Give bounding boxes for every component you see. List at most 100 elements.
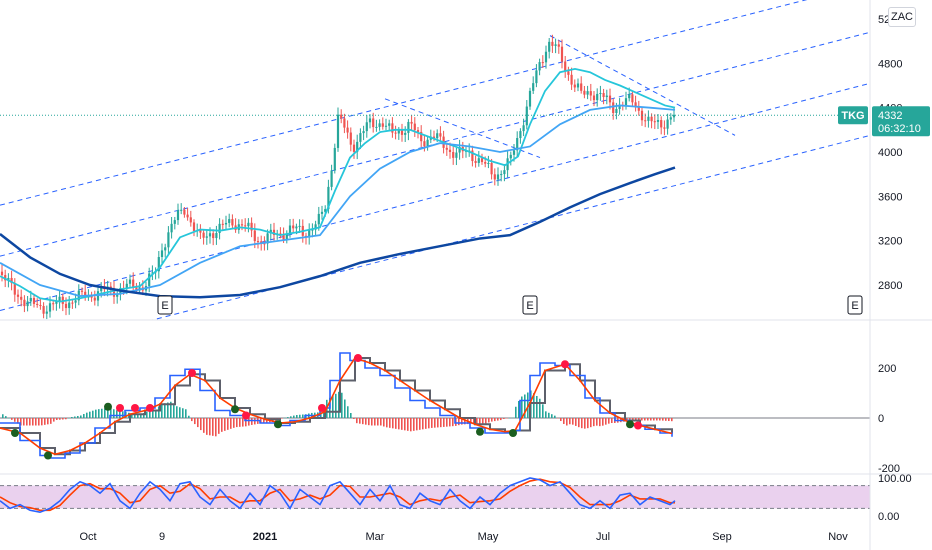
macd-histogram-bar <box>485 418 487 424</box>
macd-histogram-bar <box>386 418 388 428</box>
macd-histogram-bar <box>299 414 301 418</box>
macd-histogram-bar <box>359 418 361 424</box>
macd-histogram-bar <box>356 418 358 424</box>
macd-histogram-bar <box>434 418 436 428</box>
candle-body <box>189 217 192 223</box>
price-tick-label: 52 <box>878 14 890 26</box>
stoch-band-fill <box>0 485 870 509</box>
macd-tick-label: -200 <box>878 463 900 475</box>
macd-histogram-bar <box>32 418 34 426</box>
candle-body <box>423 141 426 147</box>
channel-line-2 <box>0 82 870 311</box>
macd-histogram-bar <box>440 418 442 428</box>
candle-body <box>330 170 333 187</box>
candle-body <box>653 121 656 123</box>
candle-body <box>247 222 250 227</box>
candle-body <box>23 299 26 307</box>
macd-histogram-bar <box>158 406 160 418</box>
stochastic-pane[interactable] <box>0 477 870 514</box>
macd-histogram-bar <box>461 418 463 425</box>
macd-histogram-bar <box>92 410 94 418</box>
macd-histogram-bar <box>404 418 406 431</box>
macd-pane[interactable] <box>0 352 870 460</box>
candle-body <box>298 225 301 227</box>
stoch-tick-label: 0.00 <box>878 511 899 523</box>
macd-histogram-bar <box>515 406 517 418</box>
candle-body <box>519 131 522 139</box>
candle-body <box>253 230 256 242</box>
candle-body <box>477 158 480 163</box>
macd-histogram-bar <box>38 418 40 426</box>
macd-cross-dot-green <box>231 405 239 414</box>
macd-histogram-bar <box>653 418 655 421</box>
macd-histogram-bar <box>8 418 10 419</box>
candle-body <box>359 133 362 142</box>
candle-body <box>202 232 205 238</box>
candle-body <box>484 162 487 164</box>
macd-histogram-bar <box>551 414 553 418</box>
candle-body <box>52 303 55 305</box>
candle-body <box>573 84 576 88</box>
macd-histogram-bar <box>464 418 466 425</box>
candle-body <box>132 279 135 288</box>
macd-histogram-bar <box>221 418 223 432</box>
candle-body <box>320 211 324 214</box>
candle-body <box>586 91 589 95</box>
macd-histogram-bar <box>302 414 304 418</box>
macd-histogram-bar <box>29 418 31 426</box>
macd-histogram-bar <box>131 413 133 418</box>
macd-histogram-bar <box>473 418 475 424</box>
candle-body <box>263 243 266 245</box>
macd-histogram-bar <box>65 418 67 420</box>
candle-body <box>391 123 394 133</box>
last-price-value: 4332 <box>878 110 902 122</box>
candle-body <box>439 133 442 137</box>
macd-histogram-bar <box>401 418 403 430</box>
earnings-marker-box <box>157 295 173 315</box>
time-tick-label: Mar <box>366 531 385 543</box>
macd-histogram-bar <box>233 418 235 428</box>
macd-tick-label: 200 <box>878 363 896 375</box>
macd-histogram-bar <box>104 408 106 418</box>
macd-histogram-bar <box>134 413 136 418</box>
candle-body <box>532 83 535 91</box>
macd-histogram-bar <box>368 418 370 426</box>
candle-body <box>45 311 48 314</box>
macd-histogram-bar <box>470 418 472 424</box>
candle-body <box>352 144 356 152</box>
candle-body <box>631 94 634 103</box>
macd-histogram-bar <box>353 418 355 419</box>
candle-body <box>432 136 436 139</box>
candle-body <box>308 230 311 238</box>
candle-body <box>346 127 349 133</box>
macd-histogram-bar <box>5 416 7 418</box>
macd-histogram-bar <box>611 418 613 423</box>
channel-line-3 <box>150 134 870 320</box>
macd-histogram-bar <box>581 418 583 429</box>
candle-body <box>228 219 231 223</box>
macd-histogram-bar <box>497 418 499 421</box>
candle-body <box>176 210 180 221</box>
candle-body <box>250 222 253 231</box>
last-price-tag-box <box>872 106 930 137</box>
macd-histogram-bar <box>107 408 109 418</box>
macd-histogram-bar <box>647 418 649 421</box>
candle-body <box>554 44 557 46</box>
candle-body <box>397 130 400 134</box>
macd-histogram-bar <box>524 394 526 418</box>
candle-body <box>48 303 52 312</box>
candle-body <box>116 293 119 297</box>
candle-body <box>490 163 493 175</box>
candle-body <box>452 152 455 158</box>
price-tick-label: 3200 <box>878 236 902 248</box>
candle-body <box>564 61 567 72</box>
macd-histogram-bar <box>641 418 643 421</box>
macd-histogram-bar <box>578 418 580 428</box>
earnings-marker-label: E <box>161 300 168 312</box>
macd-cross-dot-green <box>509 429 517 437</box>
candle-body <box>509 154 512 159</box>
candle-body <box>634 102 637 108</box>
